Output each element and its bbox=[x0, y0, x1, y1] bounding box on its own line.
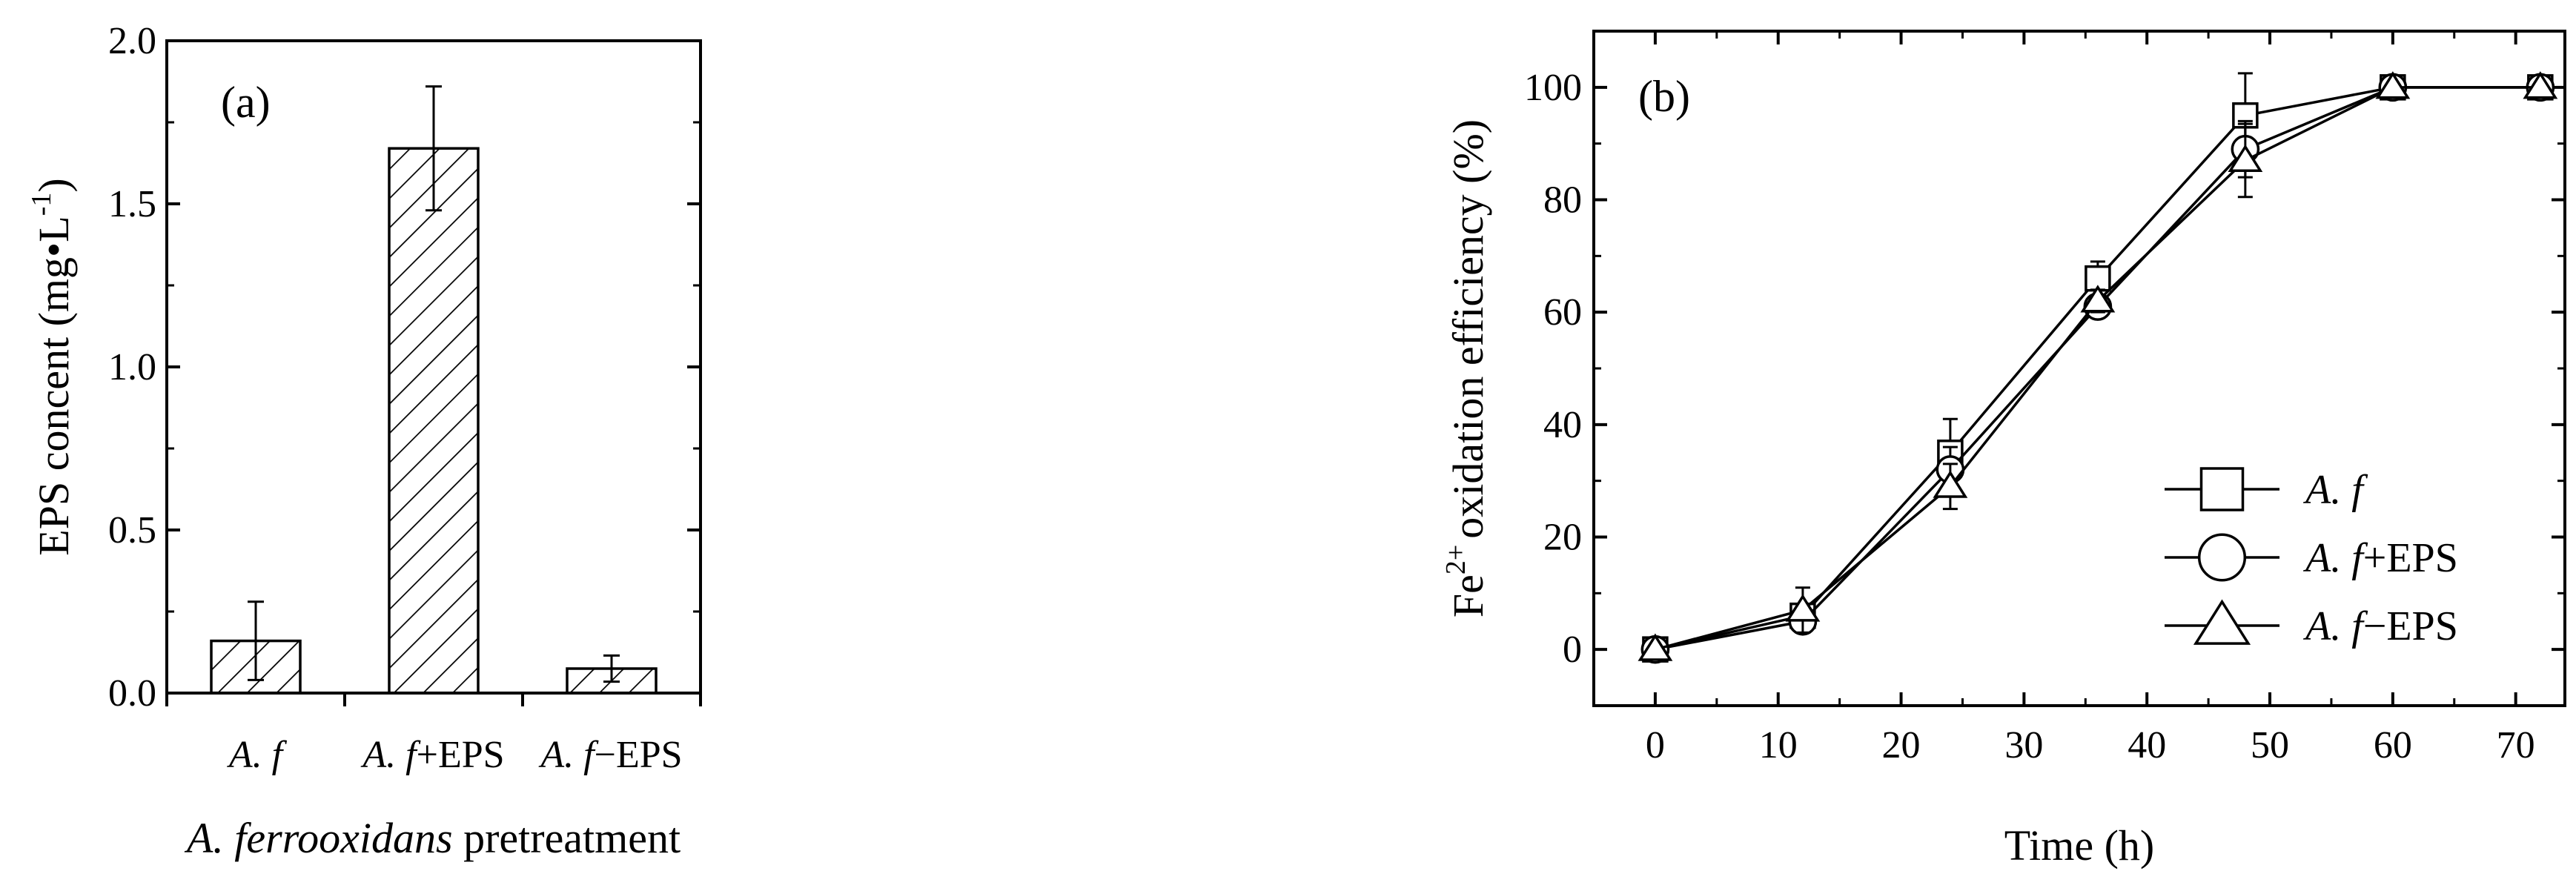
y-tick-label: 80 bbox=[1543, 179, 1582, 222]
y-tick-label: 20 bbox=[1543, 517, 1582, 559]
y-tick-label: 40 bbox=[1543, 404, 1582, 446]
y-tick-label: 2.0 bbox=[108, 20, 156, 62]
series-triangle bbox=[1638, 71, 2558, 661]
x-tick-label: 20 bbox=[1882, 724, 1921, 766]
y-axis-ticks: 0 20 40 60 80 100 bbox=[1524, 30, 2565, 707]
y-axis-title-close: ) bbox=[30, 178, 78, 192]
series bbox=[1638, 71, 2558, 664]
x-tick-label: 30 bbox=[2004, 724, 2043, 766]
x-axis-title-italic: A. ferrooxidans bbox=[184, 814, 453, 862]
data-point bbox=[2523, 71, 2558, 99]
data-point bbox=[1785, 594, 1821, 622]
panel-label: (b) bbox=[1638, 72, 1690, 121]
x-tick-label: A. f+EPS bbox=[360, 734, 504, 776]
legend-marker bbox=[2193, 599, 2251, 645]
y-tick-label: 100 bbox=[1524, 67, 1582, 109]
legend-item: A. f bbox=[2165, 467, 2368, 513]
legend-label: A. f+EPS bbox=[2302, 535, 2458, 581]
x-axis-title: A. ferrooxidans pretreatment bbox=[184, 814, 681, 862]
y-tick-label: 1.0 bbox=[108, 346, 156, 388]
data-point bbox=[2228, 144, 2263, 172]
x-tick-label: 60 bbox=[2374, 724, 2412, 766]
x-tick-label-italic: A. f bbox=[360, 734, 421, 776]
y-tick-label: 0.0 bbox=[108, 672, 156, 715]
data-point bbox=[2080, 285, 2116, 313]
x-axis-ticks: A. f A. f+EPS A. f−EPS bbox=[165, 693, 702, 776]
bar bbox=[566, 667, 658, 695]
legend-marker bbox=[2197, 533, 2247, 582]
x-axis-title: Time (h) bbox=[2004, 821, 2155, 869]
x-tick-label: 10 bbox=[1759, 724, 1798, 766]
legend-label-italic: A. f bbox=[2302, 603, 2368, 649]
x-tick-label: 70 bbox=[2497, 724, 2535, 766]
y-axis-title-rest: oxidation efficiency (%) bbox=[1444, 119, 1492, 539]
x-tick-label-italic: A. f bbox=[227, 734, 288, 776]
legend-label-rest: −EPS bbox=[2363, 603, 2458, 649]
y-tick-label: 1.5 bbox=[108, 183, 156, 225]
y-axis-title: Fe2+ oxidation efficiency (%) bbox=[1440, 119, 1492, 617]
data-point bbox=[1638, 633, 1673, 661]
data-point bbox=[1933, 470, 1968, 498]
bar bbox=[388, 147, 480, 695]
y-tick-label: 0 bbox=[1563, 629, 1582, 671]
x-tick-label-rest: +EPS bbox=[417, 734, 505, 776]
y-axis-title-superscript: -1 bbox=[26, 193, 57, 216]
legend-item: A. f+EPS bbox=[2165, 533, 2458, 582]
y-tick-label: 60 bbox=[1543, 291, 1582, 334]
legend-label: A. f−EPS bbox=[2302, 603, 2458, 649]
panel-label: (a) bbox=[221, 78, 271, 127]
legend-label: A. f bbox=[2302, 467, 2368, 513]
y-axis-title-superscript: 2+ bbox=[1440, 545, 1471, 574]
legend-label-italic: A. f bbox=[2302, 467, 2368, 513]
x-tick-label-rest: −EPS bbox=[595, 734, 683, 776]
y-axis-ticks: 0.0 0.5 1.0 1.5 2.0 bbox=[108, 20, 701, 715]
legend-marker bbox=[2199, 467, 2245, 511]
x-axis-title-rest: pretreatment bbox=[453, 814, 681, 862]
data-point bbox=[2375, 71, 2411, 99]
error-bars bbox=[248, 85, 620, 683]
x-tick-label: 40 bbox=[2128, 724, 2166, 766]
y-axis-title: EPS concent (mg•L-1) bbox=[26, 178, 78, 555]
y-tick-label: 0.5 bbox=[108, 509, 156, 551]
x-tick-label: A. f bbox=[227, 734, 288, 776]
x-axis-ticks: 0 10 20 30 40 50 60 70 bbox=[1646, 31, 2535, 766]
legend-item: A. f−EPS bbox=[2165, 599, 2458, 649]
x-tick-label: 0 bbox=[1646, 724, 1665, 766]
x-tick-label: 50 bbox=[2251, 724, 2289, 766]
data-point bbox=[2232, 102, 2259, 129]
x-tick-label: A. f−EPS bbox=[538, 734, 682, 776]
bar-chart-panel-a: 0.00.51.01.52.0 A. f A. f+EPS A. f−EPS (a)… bbox=[26, 20, 702, 862]
y-axis-title-base: Fe bbox=[1444, 574, 1492, 617]
legend-label-italic: A. f bbox=[2302, 535, 2368, 581]
x-tick-label-italic: A. f bbox=[538, 734, 599, 776]
legend-label-rest: +EPS bbox=[2363, 535, 2458, 581]
y-axis-title-main: EPS concent (mg•L bbox=[30, 216, 78, 555]
bars bbox=[210, 147, 658, 695]
